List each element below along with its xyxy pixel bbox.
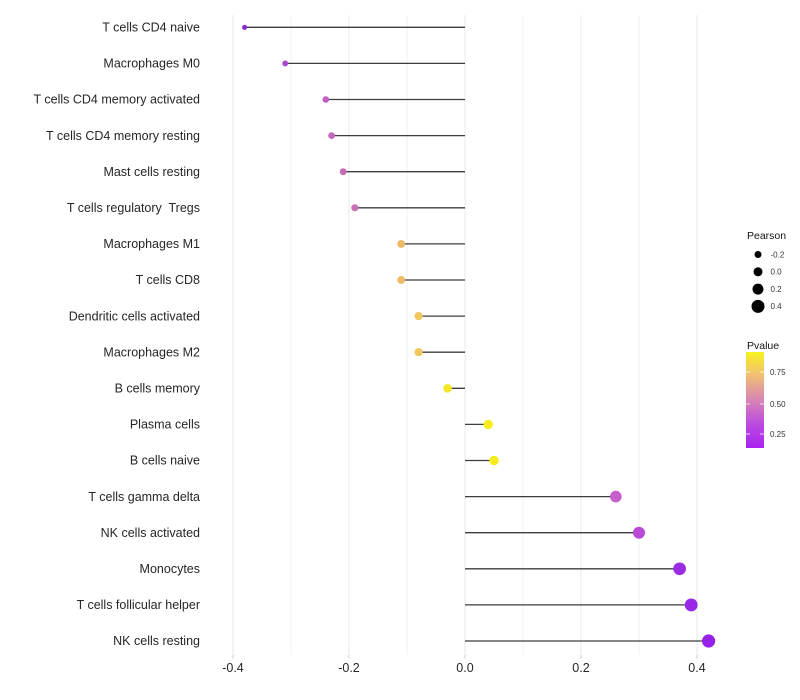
legend: Pearson Pvalue -0.2 0.0 0.2 0.4 0.75 0.50 0.25 bbox=[746, 230, 786, 448]
x-tick-label: -0.4 bbox=[222, 661, 244, 675]
lollipop-dot bbox=[282, 60, 289, 67]
lollipop-dot bbox=[414, 348, 423, 357]
lollipop-dot bbox=[242, 24, 248, 30]
lollipop-dots bbox=[242, 24, 716, 648]
legend-size-label: 0.4 bbox=[771, 302, 783, 311]
lollipop-dot bbox=[328, 132, 335, 139]
lollipop-dot bbox=[351, 204, 359, 212]
lollipop-dot bbox=[673, 562, 686, 576]
lollipop-dot bbox=[633, 526, 645, 539]
y-axis-label: T cells CD4 naive bbox=[102, 21, 200, 35]
legend-size-dot bbox=[753, 267, 763, 277]
lollipop-dot bbox=[610, 490, 622, 503]
legend-pearson-title: Pearson bbox=[747, 230, 786, 242]
x-tick-label: 0.0 bbox=[456, 661, 473, 675]
legend-size-dot bbox=[751, 299, 765, 313]
x-tick-label: -0.2 bbox=[338, 661, 360, 675]
lollipop-dot bbox=[684, 598, 698, 612]
y-axis-label: B cells memory bbox=[115, 382, 201, 396]
y-axis-label: T cells CD4 memory resting bbox=[46, 129, 200, 143]
y-axis-label: T cells regulatory Tregs bbox=[67, 201, 200, 215]
y-axis-label: NK cells resting bbox=[113, 634, 200, 648]
pvalue-tick-label: 0.25 bbox=[770, 430, 786, 439]
y-axis-label: T cells CD4 memory activated bbox=[34, 93, 201, 107]
pvalue-gradient-bar bbox=[746, 352, 764, 448]
x-tick-label: 0.4 bbox=[688, 661, 705, 675]
legend-size-label: -0.2 bbox=[771, 250, 785, 259]
lollipop-sticks bbox=[244, 26, 709, 642]
lollipop-dot bbox=[702, 634, 716, 648]
lollipop-dot bbox=[489, 455, 499, 466]
y-axis-label: Macrophages M1 bbox=[103, 237, 200, 251]
legend-size-dot bbox=[754, 251, 762, 258]
lollipop-dot bbox=[339, 168, 347, 176]
x-tick-label: 0.2 bbox=[572, 661, 589, 675]
legend-size-label: 0.0 bbox=[771, 268, 783, 277]
y-axis-label: Macrophages M0 bbox=[103, 57, 200, 71]
lollipop-dot bbox=[397, 276, 406, 284]
y-axis-label: T cells CD8 bbox=[136, 273, 200, 287]
y-axis-label: Macrophages M2 bbox=[103, 345, 200, 359]
lollipop-dot bbox=[483, 419, 493, 430]
legend-pvalue-title: Pvalue bbox=[747, 340, 779, 352]
y-axis-labels: T cells CD4 naive Macrophages M0 T cells C… bbox=[34, 21, 201, 649]
lollipop-dot bbox=[414, 312, 423, 321]
lollipop-dot bbox=[397, 239, 406, 248]
y-axis-label: Mast cells resting bbox=[103, 165, 200, 179]
pvalue-tick-label: 0.50 bbox=[770, 400, 786, 409]
y-axis-label: T cells follicular helper bbox=[77, 598, 200, 612]
y-axis-label: Plasma cells bbox=[130, 418, 200, 432]
y-axis-label: Dendritic cells activated bbox=[69, 309, 200, 323]
pvalue-tick-label: 0.75 bbox=[770, 368, 786, 377]
lollipop-dot bbox=[322, 96, 330, 103]
y-axis-label: NK cells activated bbox=[101, 526, 200, 540]
y-axis-label: T cells gamma delta bbox=[88, 490, 200, 504]
y-axis-label: B cells naive bbox=[130, 454, 200, 468]
legend-size-dot bbox=[752, 283, 764, 295]
lollipop-dot bbox=[443, 383, 452, 393]
y-axis-label: Monocytes bbox=[140, 562, 200, 576]
legend-size-label: 0.2 bbox=[771, 285, 783, 294]
grid-layer bbox=[232, 15, 698, 655]
x-axis: -0.4 -0.2 0.0 0.2 0.4 bbox=[222, 655, 706, 675]
